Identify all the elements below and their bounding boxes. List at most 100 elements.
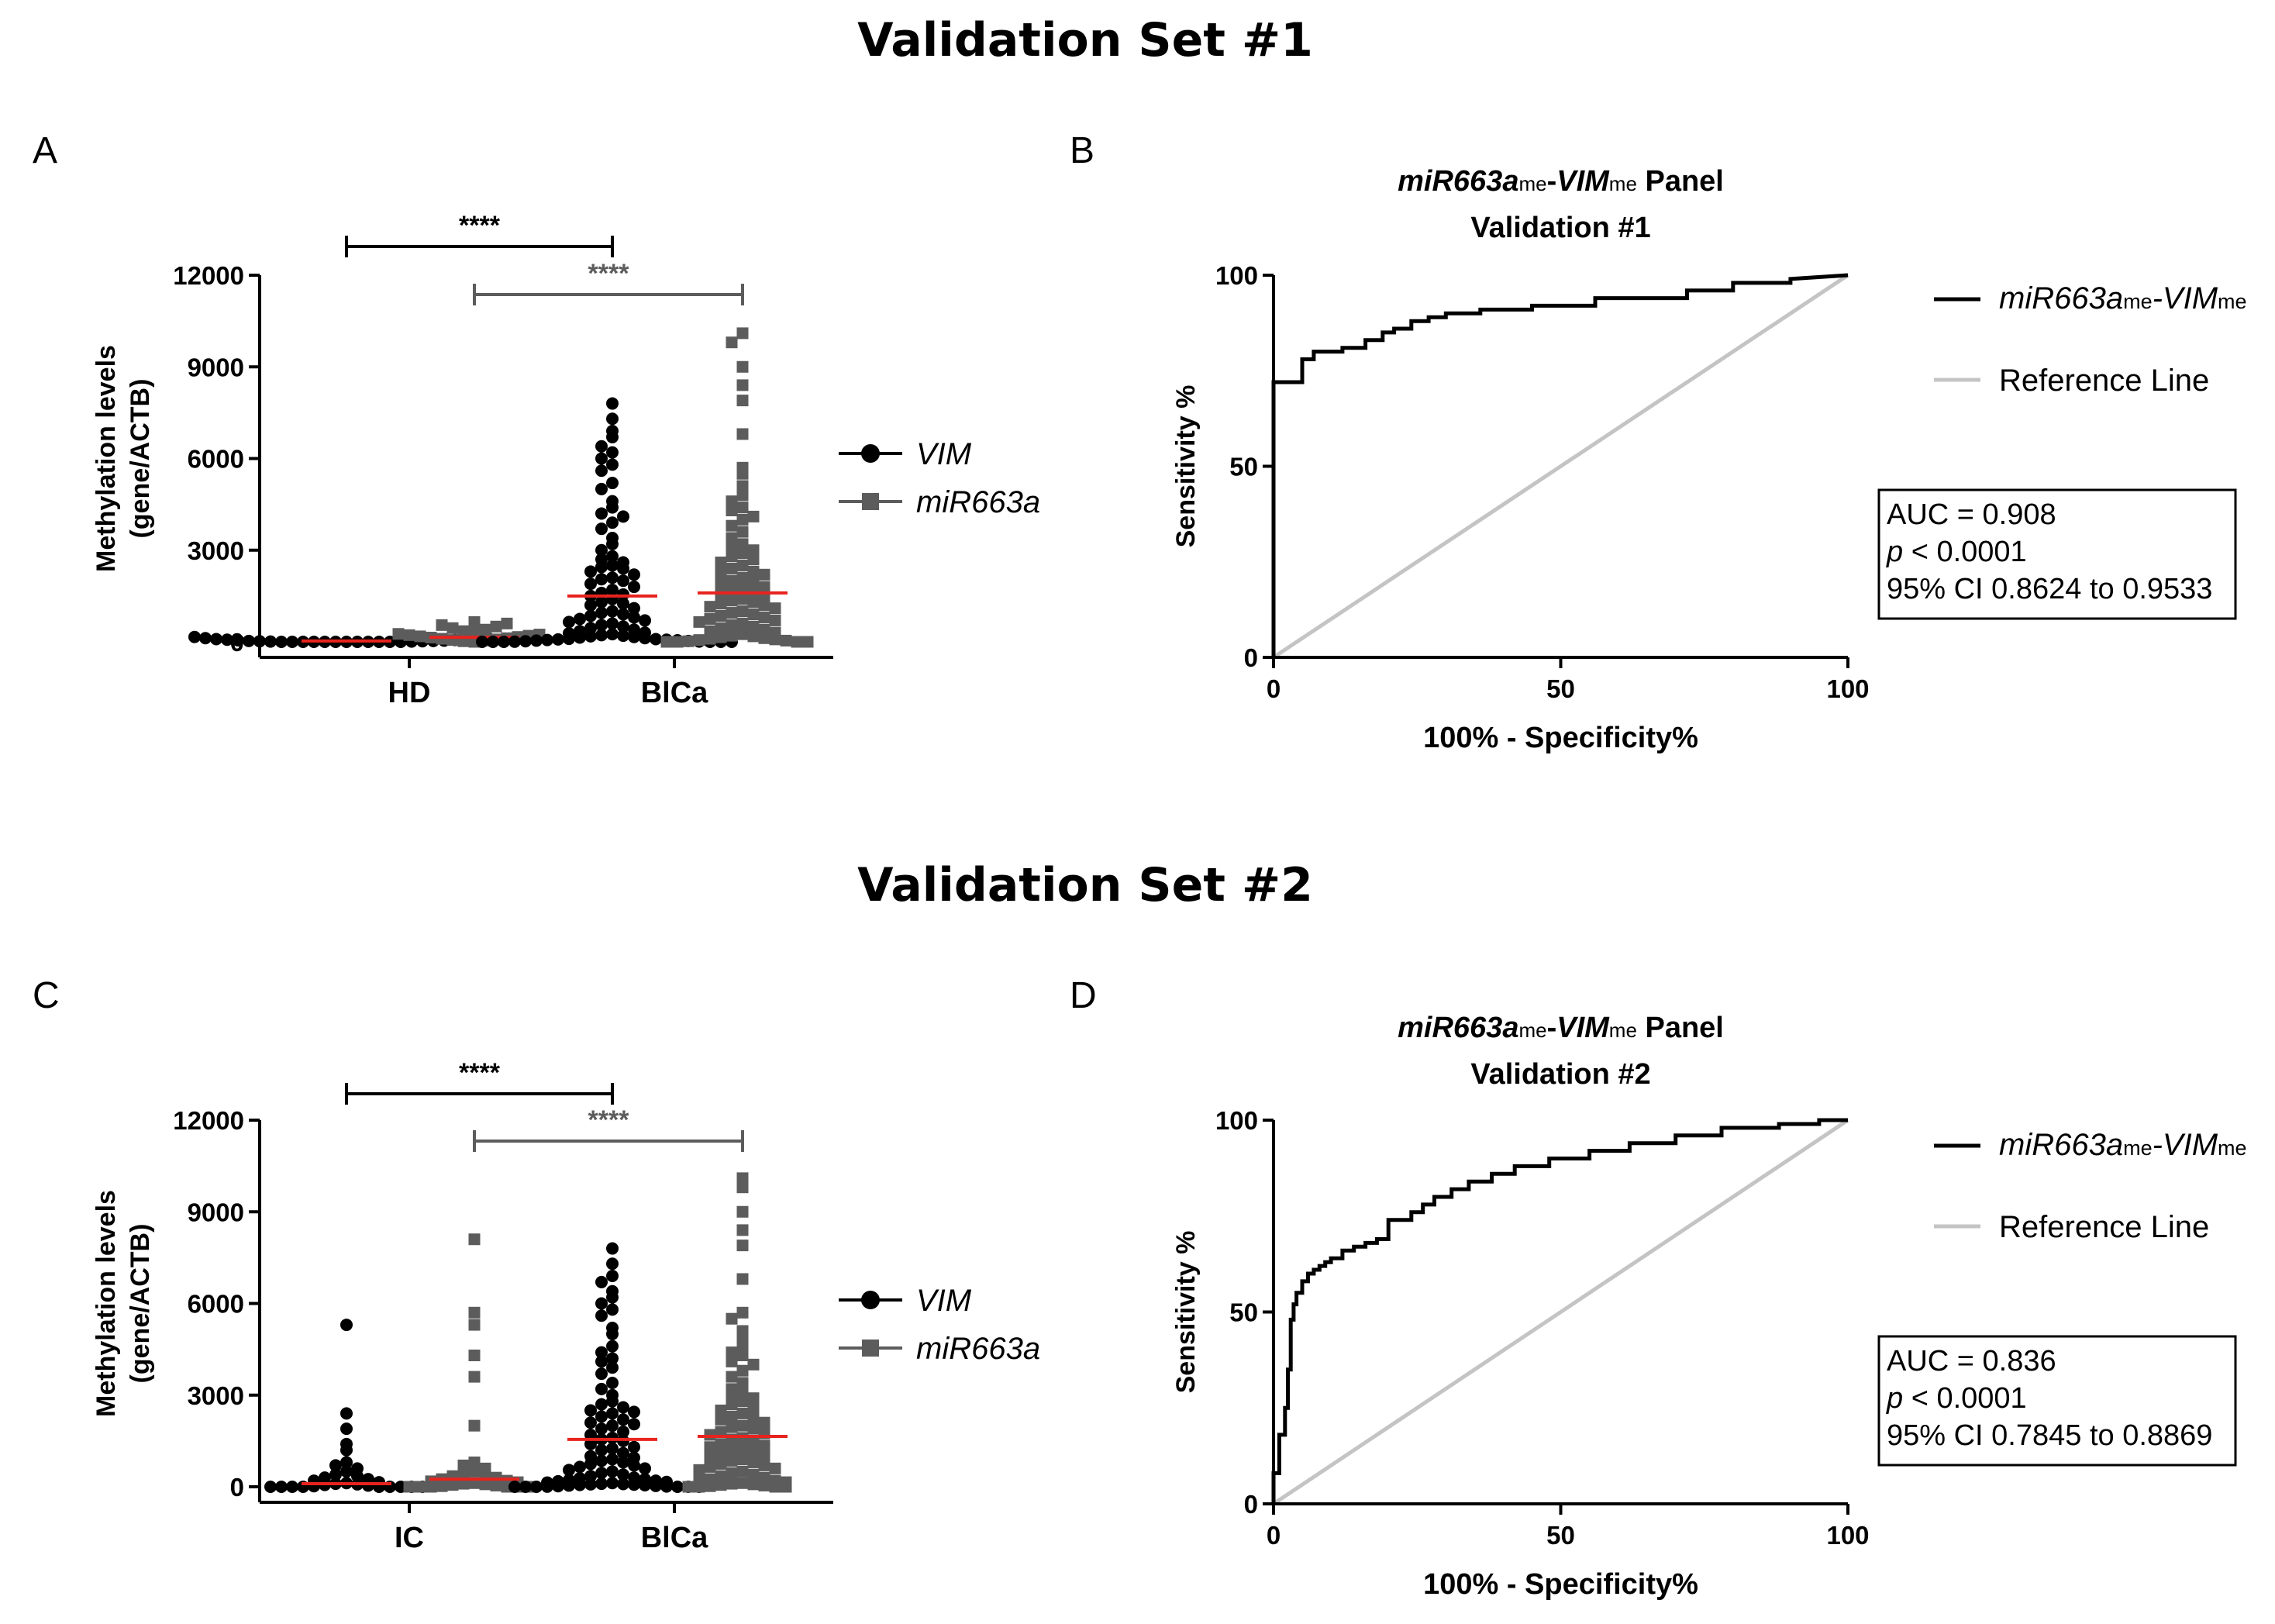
vim-point (340, 1465, 353, 1478)
vim-point (595, 1275, 608, 1288)
roc-title-part: me (1609, 172, 1637, 195)
mir663a-point (726, 1389, 738, 1402)
vim-point (595, 543, 608, 557)
y-axis-label-line2: (gene/ACTB) (126, 379, 155, 539)
vim-point (660, 1480, 673, 1493)
stats-p-rest: < 0.0001 (1903, 1382, 2027, 1415)
stats-p-value: p < 0.0001 (1886, 536, 2027, 568)
vim-point (595, 1367, 608, 1381)
mir663a-point (726, 607, 738, 619)
legend-roc-label-part: miR663a (1999, 1128, 2123, 1162)
legend-vim-label: VIM (916, 1284, 972, 1318)
vim-point (584, 578, 597, 591)
mir663a-point (736, 1419, 749, 1432)
mir663a-point (758, 581, 770, 593)
vim-point (286, 636, 298, 648)
mir663a-point (758, 611, 770, 623)
y-tick-label: 12000 (173, 1106, 244, 1135)
vim-point (508, 1481, 521, 1493)
y-axis-label-line2: (gene/ACTB) (126, 1224, 155, 1384)
panel-letter-c: C (33, 975, 60, 1016)
mir663a-point (736, 1377, 749, 1389)
x-axis-label: 100% - Specificity% (1423, 1568, 1698, 1601)
mir663a-point (726, 550, 738, 563)
mir663a-point (736, 1350, 749, 1362)
significance-stars: **** (459, 1058, 501, 1088)
mir663a-point (769, 1481, 781, 1493)
mir663a-point (704, 1452, 716, 1464)
mir663a-point (758, 1416, 770, 1429)
vim-point (595, 522, 608, 536)
roc-title-part: miR663a (1398, 1012, 1518, 1044)
legend-roc-label-part: me (2123, 290, 2153, 313)
mir663a-point (736, 617, 749, 629)
roc-title-part: me (1609, 1019, 1637, 1042)
legend-roc-label-part: me (2218, 1136, 2247, 1160)
vim-point (595, 507, 608, 520)
vim-point (340, 1319, 353, 1332)
vim-point (595, 573, 608, 586)
mir663a-point (468, 1465, 481, 1477)
vim-point (595, 1454, 608, 1467)
vim-point (606, 477, 619, 490)
vim-point (606, 559, 619, 572)
legend-roc-label-part: miR663a (1999, 281, 2123, 315)
vim-point (606, 1419, 619, 1433)
mir663a-point (693, 1464, 705, 1476)
mir663a-point (736, 571, 749, 584)
roc-title-part: VIM (1556, 1012, 1610, 1044)
vim-point (606, 1270, 619, 1283)
mir663a-point (726, 1444, 738, 1457)
y-axis-label-line1: Methylation levels (91, 1190, 121, 1417)
stats-p-rest: < 0.0001 (1903, 536, 2027, 568)
mir663a-point (726, 1410, 738, 1422)
vim-point (595, 1398, 608, 1411)
set2-title: Validation Set #2 (857, 858, 1313, 912)
mir663a-point (704, 1460, 716, 1473)
stats-box (1877, 1335, 2237, 1467)
mir663a-point (414, 630, 426, 643)
mir663a-point (715, 1470, 727, 1482)
mir663a-point (747, 544, 760, 557)
vim-point (595, 560, 608, 574)
mir663a-point (747, 1478, 760, 1491)
mir663a-point (715, 567, 727, 579)
vim-point (628, 1478, 640, 1491)
vim-point (606, 397, 619, 410)
y-tick-label: 50 (1229, 1298, 1258, 1327)
vim-point (639, 614, 651, 627)
x-tick-label: 50 (1546, 674, 1575, 703)
roc-title-line1: miR663ame-VIMme Panel (1398, 165, 1724, 198)
vim-point (606, 1442, 619, 1455)
mir663a-point (736, 489, 749, 502)
y-tick-label: 0 (230, 1473, 244, 1502)
mir663a-point (747, 1412, 760, 1424)
mir663a-point (468, 1306, 481, 1319)
stats-auc: AUC = 0.836 (1887, 1345, 2056, 1377)
mir663a-point (693, 634, 705, 646)
vim-point (340, 1422, 353, 1436)
vim-point (584, 1477, 597, 1491)
mir663a-point (747, 620, 760, 633)
mir663a-point (403, 1481, 415, 1493)
panel-letter-a: A (33, 130, 57, 171)
mir663a-point (704, 612, 716, 625)
mir663a-point (726, 595, 738, 607)
legend-reference-label: Reference Line (1999, 364, 2209, 398)
mir663a-point (704, 1441, 716, 1453)
legend-roc-label: miR663ame-VIMme (1999, 1128, 2247, 1162)
vim-point (541, 633, 553, 646)
mir663a-point (468, 1350, 481, 1362)
vim-point (639, 1479, 651, 1492)
panel-a-dotplot: 030006000900012000HDBlCaMethylation leve… (91, 211, 1040, 709)
legend-roc-label-part: - (2153, 281, 2163, 315)
mir663a-point (726, 1371, 738, 1383)
mir663a-point (726, 562, 738, 574)
mir663a-point (436, 1480, 448, 1492)
mir663a-point (704, 1480, 716, 1492)
mir663a-point (736, 1443, 749, 1455)
vim-point (519, 1481, 532, 1493)
x-category-label: BlCa (641, 1522, 708, 1554)
legend-mir663a-marker (862, 493, 879, 510)
mir663a-point (736, 628, 749, 640)
